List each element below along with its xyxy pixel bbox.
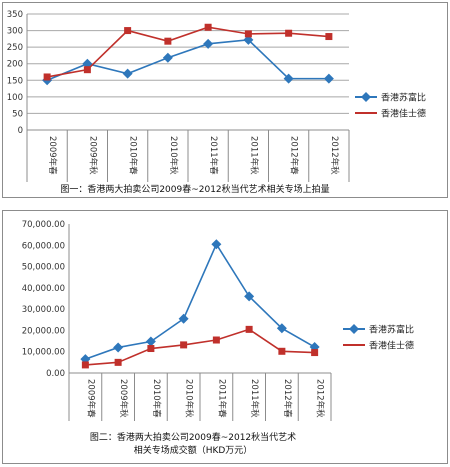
chart1-series-1-point	[164, 37, 172, 45]
chart1-series-1-point	[244, 30, 252, 38]
chart1-y-tick-label: 300	[7, 27, 23, 37]
chart1-legend-label-1: 香港佳士德	[381, 108, 426, 120]
chart1-series-1-line	[46, 26, 329, 78]
chart1-y-tick-label: 350	[7, 10, 23, 20]
chart2-series-0-point	[113, 342, 124, 353]
chart2-x-tick-label: 2009年春	[85, 379, 96, 418]
chart2-x-tick-label: 2011年春	[216, 379, 227, 418]
chart2-series-1-point	[81, 361, 89, 369]
chart2-x-tick-label: 2009年秋	[118, 379, 129, 418]
chart2-y-tick-label: 50,000.00	[22, 263, 65, 273]
chart2-x-tick-label: 2012年春	[282, 379, 293, 418]
chart1-series-1-point	[43, 73, 51, 81]
chart1-y-tick-label: 100	[7, 93, 23, 103]
chart2-x-tick-label: 2011年秋	[249, 379, 260, 418]
chart1-x-tick-label: 2011年秋	[248, 136, 259, 175]
chart2-y-tick-label: 70,000.00	[22, 220, 65, 230]
chart2-series-1-point	[311, 349, 319, 357]
chart1-x-tick-label: 2010年秋	[168, 136, 179, 175]
chart2-caption-line: 图二：香港两大拍卖公司2009春~2012秋当代艺术	[90, 431, 296, 443]
chart2-series-0-point	[80, 354, 91, 365]
chart1-series-1-point	[124, 27, 132, 35]
chart-2-svg: 0.00 10,000.00 20,000.00 30,000.00 40,000.00…	[22, 220, 414, 456]
chart2-series-1-point	[278, 347, 286, 355]
chart1-y-tick-label: 200	[7, 60, 23, 70]
chart1-series-1-point	[325, 33, 333, 41]
chart1-series-1-point	[204, 23, 212, 31]
chart2-y-tick-label: 0.00	[46, 369, 65, 379]
chart-panel-2: 0.00 10,000.00 20,000.00 30,000.00 40,000.00…	[2, 210, 448, 464]
chart1-series-0-point	[203, 38, 214, 49]
chart2-caption-line: 相关专场成交额（HKD万元）	[134, 444, 253, 456]
chart2-series-1-point	[245, 325, 253, 333]
chart1-y-tick-label: 250	[7, 43, 23, 53]
chart2-legend-label-0: 香港苏富比	[369, 324, 414, 336]
chart1-legend-label-0: 香港苏富比	[381, 92, 426, 104]
chart1-series-1-point	[83, 66, 91, 74]
chart1-x-tick-label: 2011年春	[208, 136, 219, 175]
chart1-series-0-line	[46, 39, 329, 82]
chart2-series-0-point	[178, 313, 189, 324]
chart1-caption: 图一：香港两大拍卖公司2009春~2012秋当代艺术相关专场上拍量	[60, 183, 329, 195]
chart2-x-tick-label: 2010年春	[151, 379, 162, 418]
chart2-y-tick-label: 30,000.00	[22, 305, 65, 315]
chart1-legend-marker-0	[361, 92, 371, 102]
chart2-series-1-point	[147, 345, 155, 353]
chart1-series-0-point	[162, 52, 173, 63]
chart1-x-tick-label: 2010年春	[128, 136, 139, 175]
chart1-x-tick-label: 2009年秋	[87, 136, 98, 175]
chart1-y-tick-label: 50	[12, 109, 23, 119]
chart1-series-1-point	[285, 29, 293, 37]
chart2-x-tick-label: 2012年秋	[315, 379, 326, 418]
chart2-series-1-line	[85, 328, 315, 366]
chart2-x-tick-label: 2010年秋	[184, 379, 195, 418]
chart-1-svg: 0 50 100 150 200 250 300 350 2009年春 2009年秋 2010年春 2…	[7, 10, 426, 195]
chart1-y-tick-label: 150	[7, 76, 23, 86]
chart1-x-tick-label: 2009年春	[47, 136, 58, 175]
chart2-legend-label-1: 香港佳士德	[369, 340, 414, 352]
chart2-series-0-point	[276, 323, 287, 334]
chart1-series-0-point	[323, 73, 334, 84]
chart1-y-tick-label: 0	[18, 126, 23, 136]
chart2-series-0-point	[244, 291, 255, 302]
chart2-y-tick-label: 40,000.00	[22, 284, 65, 294]
chart2-legend-marker-0	[349, 324, 359, 334]
chart1-series-0-point	[122, 68, 133, 79]
chart2-series-1-point	[114, 358, 122, 366]
chart2-series-0-point	[145, 336, 156, 347]
chart1-series-0-point	[283, 73, 294, 84]
chart2-y-tick-label: 10,000.00	[22, 348, 65, 358]
chart1-x-tick-label: 2012年春	[289, 136, 300, 175]
chart2-series-0-point	[211, 239, 222, 250]
chart2-y-tick-label: 20,000.00	[22, 326, 65, 336]
chart2-series-0-line	[85, 242, 316, 360]
chart2-series-1-point	[180, 341, 188, 349]
chart2-series-1-point	[212, 336, 220, 344]
chart-panel-1: 0 50 100 150 200 250 300 350 2009年春 2009年秋 2010年春 2…	[2, 2, 448, 198]
chart2-y-tick-label: 60,000.00	[22, 241, 65, 251]
chart1-x-tick-label: 2012年秋	[329, 136, 340, 175]
